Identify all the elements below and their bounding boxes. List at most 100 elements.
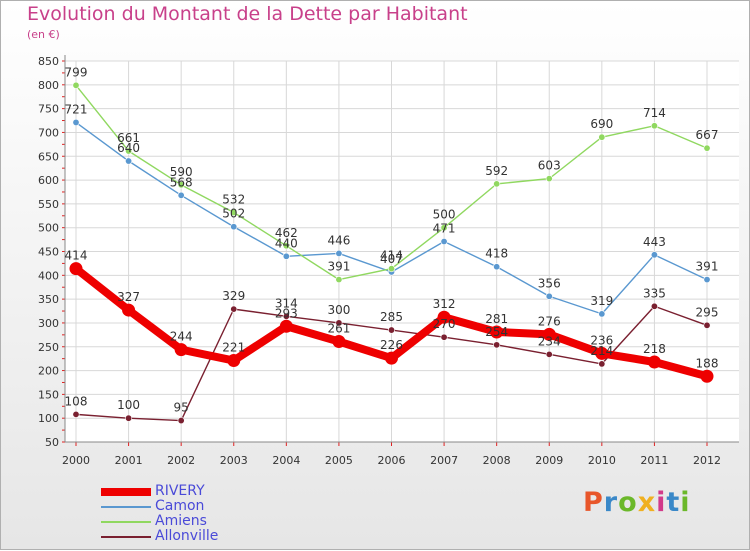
data-label-allonville: 329: [222, 289, 245, 303]
data-point-amiens: [598, 133, 606, 141]
data-point-allonville: [440, 333, 448, 341]
data-label-camon: 568: [170, 175, 193, 189]
data-point-amiens: [72, 81, 80, 89]
data-point-camon: [650, 251, 658, 259]
data-point-allonville: [230, 305, 238, 313]
legend-label: Camon: [155, 498, 205, 514]
data-label-rivery: 261: [327, 322, 350, 336]
data-point-amiens: [177, 181, 185, 189]
y-tick-label: 250: [38, 341, 59, 354]
y-tick-label: 50: [45, 436, 59, 449]
data-point-camon: [282, 252, 290, 260]
x-tick-label: 2001: [115, 454, 143, 467]
logo-letter: i: [656, 487, 667, 518]
data-label-allonville: 234: [538, 334, 561, 348]
data-label-amiens: 414: [380, 249, 403, 263]
data-point-camon: [72, 118, 80, 126]
data-label-rivery: 414: [65, 249, 88, 263]
data-point-allonville: [650, 302, 658, 310]
legend-item: Amiens: [101, 513, 321, 530]
y-tick-label: 550: [38, 198, 59, 211]
data-label-camon: 471: [433, 221, 456, 235]
data-label-camon: 440: [275, 236, 298, 250]
y-tick-label: 400: [38, 269, 59, 282]
data-label-allonville: 335: [643, 286, 666, 300]
data-label-amiens: 592: [485, 164, 508, 178]
x-tick-label: 2009: [535, 454, 563, 467]
y-tick-label: 650: [38, 150, 59, 163]
data-label-camon: 319: [590, 294, 613, 308]
logo-letter: r: [603, 487, 619, 518]
data-label-allonville: 314: [275, 296, 298, 310]
legend: RIVERY Camon Amiens Allonville: [101, 483, 321, 545]
x-tick-label: 2004: [272, 454, 300, 467]
x-tick-label: 2010: [588, 454, 616, 467]
data-label-amiens: 799: [65, 65, 88, 79]
data-point-rivery: [227, 354, 241, 368]
data-label-allonville: 214: [590, 344, 613, 358]
data-label-amiens: 462: [275, 226, 298, 240]
data-point-camon: [125, 157, 133, 165]
chart-subtitle: (en €): [27, 28, 60, 41]
y-tick-label: 150: [38, 388, 59, 401]
data-point-allonville: [335, 319, 343, 327]
y-tick-label: 800: [38, 79, 59, 92]
data-point-camon: [493, 263, 501, 271]
data-point-rivery: [279, 319, 293, 333]
logo-letter: t: [666, 487, 681, 518]
data-label-rivery: 244: [170, 330, 193, 344]
data-label-allonville: 254: [485, 325, 508, 339]
data-label-allonville: 300: [327, 303, 350, 317]
data-label-allonville: 100: [117, 398, 140, 412]
data-label-camon: 356: [538, 276, 561, 290]
data-label-camon: 640: [117, 141, 140, 155]
y-tick-label: 700: [38, 126, 59, 139]
data-label-amiens: 532: [222, 192, 245, 206]
legend-label: Amiens: [155, 513, 207, 529]
data-point-allonville: [387, 326, 395, 334]
data-point-allonville: [493, 341, 501, 349]
data-label-camon: 502: [222, 207, 245, 221]
data-point-camon: [230, 223, 238, 231]
data-label-camon: 443: [643, 235, 666, 249]
data-label-amiens: 391: [327, 260, 350, 274]
x-tick-label: 2003: [220, 454, 248, 467]
data-label-amiens: 714: [643, 106, 666, 120]
legend-item: RIVERY: [101, 483, 321, 500]
y-tick-label: 750: [38, 103, 59, 116]
legend-swatch: [101, 506, 151, 508]
data-point-amiens: [335, 276, 343, 284]
data-label-allonville: 108: [65, 394, 88, 408]
legend-label: RIVERY: [155, 483, 205, 499]
data-label-camon: 721: [65, 102, 88, 116]
data-point-rivery: [647, 355, 661, 369]
data-label-camon: 407: [380, 252, 403, 266]
y-tick-label: 600: [38, 174, 59, 187]
data-point-camon: [598, 310, 606, 318]
y-tick-label: 500: [38, 222, 59, 235]
data-point-rivery: [595, 346, 609, 360]
data-label-rivery: 226: [380, 338, 403, 352]
x-tick-label: 2007: [430, 454, 458, 467]
data-point-camon: [703, 276, 711, 284]
data-label-amiens: 690: [590, 117, 613, 131]
data-point-allonville: [545, 350, 553, 358]
data-point-amiens: [493, 180, 501, 188]
y-tick-label: 350: [38, 293, 59, 306]
y-tick-label: 450: [38, 246, 59, 259]
legend-swatch: [101, 536, 151, 538]
x-tick-label: 2006: [378, 454, 406, 467]
chart-title: Evolution du Montant de la Dette par Hab…: [27, 3, 468, 25]
data-label-rivery: 327: [117, 290, 140, 304]
data-label-camon: 418: [485, 247, 508, 261]
data-point-allonville: [703, 321, 711, 329]
data-label-allonville: 285: [380, 310, 403, 324]
data-point-allonville: [125, 414, 133, 422]
data-label-amiens: 500: [433, 208, 456, 222]
logo-letter: x: [637, 487, 657, 518]
logo-letter: i: [680, 487, 691, 518]
data-label-allonville: 95: [174, 401, 189, 415]
data-point-allonville: [598, 360, 606, 368]
data-point-allonville: [282, 312, 290, 320]
